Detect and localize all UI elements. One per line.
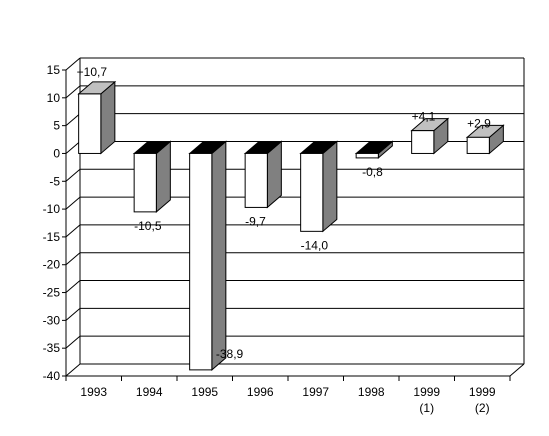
data-label: +10,7	[77, 65, 108, 79]
grid-layer	[65, 57, 525, 377]
x-tick-label: 1999	[413, 385, 440, 399]
x-tick-label: 1999	[469, 385, 496, 399]
bar	[299, 140, 339, 233]
bar-front	[244, 152, 268, 208]
bar	[243, 140, 283, 209]
x-tick-label: 1998	[358, 385, 385, 399]
y-tick-label: -40	[43, 369, 61, 383]
gridline-depth	[65, 113, 81, 127]
x-tick-label: 1995	[191, 385, 218, 399]
x-tick-label: 1993	[80, 385, 107, 399]
data-label: -10,5	[134, 219, 162, 233]
data-label: -14,0	[301, 238, 329, 252]
bar-front	[78, 93, 102, 154]
x-tick-label-sub: (1)	[419, 401, 434, 415]
y-tick-label: -5	[49, 174, 60, 188]
bar-side	[322, 140, 338, 233]
data-label: +4,1	[412, 110, 436, 124]
label-layer: +10,7 -10,5 -38,9 -9,7 -14,0 -0,8 +4,1 +2,9	[77, 65, 492, 361]
x-tick-label: 1994	[136, 385, 163, 399]
bar-front	[300, 152, 324, 232]
bar-front	[189, 152, 213, 371]
y-tick-label: 0	[53, 146, 60, 160]
data-label: +2,9	[467, 116, 491, 130]
bar	[465, 124, 505, 155]
gridline-depth	[65, 224, 81, 238]
data-label: -9,7	[245, 214, 266, 228]
bar-side	[211, 140, 227, 371]
gridline-depth	[65, 252, 81, 266]
x-axis-depth	[509, 363, 525, 377]
bar	[132, 140, 172, 213]
x-tick-label: 1996	[247, 385, 274, 399]
x-tick-label-sub: (2)	[475, 401, 490, 415]
y-tick-label: -20	[43, 258, 61, 272]
bar	[354, 140, 394, 159]
bar	[188, 140, 228, 371]
y-tick-label: -25	[43, 286, 61, 300]
axis-layer: -40 -35 -30 -25 -20 -15 -10 -5 0 5 10 15 1993 1994 199…	[43, 63, 525, 415]
bar-front	[355, 152, 379, 159]
gridline-depth	[65, 168, 81, 182]
gridline-depth	[65, 196, 81, 210]
data-label: -38,9	[216, 347, 244, 361]
data-label: -0,8	[362, 165, 383, 179]
gridline-depth	[65, 141, 81, 154]
y-tick-label: -15	[43, 230, 61, 244]
y-tick-label: -35	[43, 341, 61, 355]
bar	[77, 80, 117, 155]
y-tick-label: 5	[53, 119, 60, 133]
y-tick-label: -30	[43, 313, 61, 327]
bar-front	[133, 152, 157, 213]
x-tick-label: 1997	[302, 385, 329, 399]
gridline-depth	[65, 363, 81, 377]
bar-front	[411, 130, 435, 154]
gridline-depth	[65, 57, 81, 71]
y-tick-label: 15	[47, 63, 61, 77]
gridline-depth	[65, 307, 81, 321]
y-tick-label: -10	[43, 202, 61, 216]
bar-layer	[77, 80, 505, 371]
bar	[410, 117, 450, 155]
gridline-depth	[65, 85, 81, 99]
gridline-depth	[65, 280, 81, 293]
bar-front	[466, 136, 490, 154]
gridline-depth	[65, 335, 81, 349]
y-tick-label: 10	[47, 91, 61, 105]
